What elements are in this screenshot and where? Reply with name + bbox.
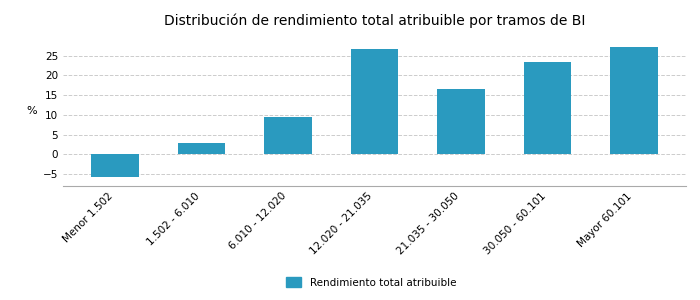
Bar <box>265 116 312 154</box>
Bar <box>91 154 139 177</box>
Bar <box>178 142 225 154</box>
Legend: Rendimiento total atribuible: Rendimiento total atribuible <box>281 273 461 292</box>
Title: Distribución de rendimiento total atribuible por tramos de BI: Distribución de rendimiento total atribu… <box>164 14 585 28</box>
Bar <box>351 49 398 154</box>
Bar <box>610 47 658 154</box>
Y-axis label: %: % <box>27 106 37 116</box>
Bar <box>524 62 571 154</box>
Bar <box>438 89 484 154</box>
